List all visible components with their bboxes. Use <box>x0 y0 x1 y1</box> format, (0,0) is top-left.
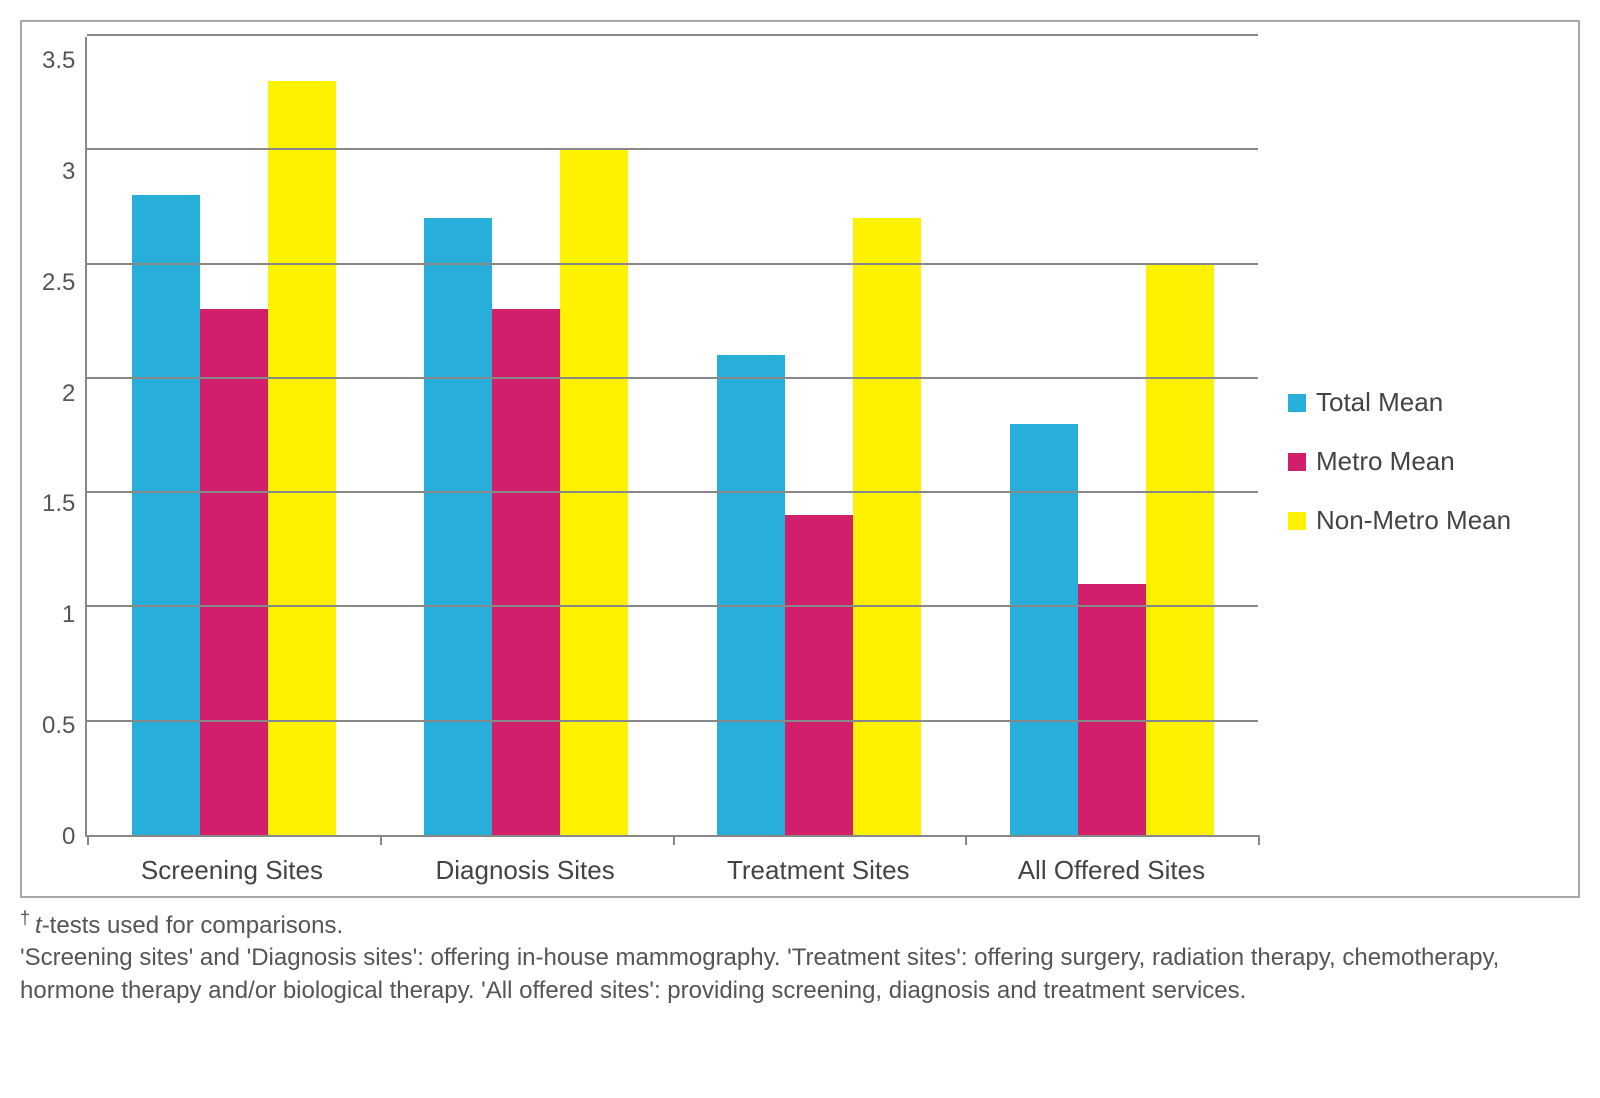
gridline <box>87 34 1258 36</box>
y-tick-label: 0 <box>62 825 75 849</box>
bar-group <box>965 37 1258 835</box>
legend-item: Total Mean <box>1288 387 1558 418</box>
legend: Total Mean Metro Mean Non-Metro Mean <box>1258 37 1558 886</box>
legend-label: Metro Mean <box>1316 446 1455 477</box>
legend-item: Non-Metro Mean <box>1288 505 1558 536</box>
legend-label: Total Mean <box>1316 387 1443 418</box>
gridline <box>87 377 1258 379</box>
plot-and-x: Screening SitesDiagnosis SitesTreatment … <box>85 37 1258 886</box>
y-tick-label: 1 <box>62 603 75 627</box>
gridline <box>87 263 1258 265</box>
bar <box>132 195 200 835</box>
gridline <box>87 148 1258 150</box>
x-axis-label: Diagnosis Sites <box>379 855 672 886</box>
bar <box>785 515 853 835</box>
dagger-symbol: † <box>20 908 35 928</box>
bar-groups <box>87 37 1258 835</box>
legend-swatch <box>1288 394 1306 412</box>
x-tick <box>673 835 675 845</box>
x-tick <box>380 835 382 845</box>
footnote-italic-t: t <box>35 912 42 939</box>
bar <box>1146 264 1214 835</box>
bar <box>1078 584 1146 835</box>
y-tick-label: 3 <box>62 160 75 184</box>
footnote-line-2: 'Screening sites' and 'Diagnosis sites':… <box>20 942 1580 1007</box>
gridline <box>87 605 1258 607</box>
bar <box>268 81 336 835</box>
bar-group <box>673 37 966 835</box>
bar <box>1010 424 1078 835</box>
x-axis-labels: Screening SitesDiagnosis SitesTreatment … <box>85 855 1258 886</box>
footnote-line1-rest: -tests used for comparisons. <box>42 912 343 939</box>
legend-label: Non-Metro Mean <box>1316 505 1511 536</box>
x-tick <box>1258 835 1260 845</box>
footnote: † t-tests used for comparisons. 'Screeni… <box>20 906 1580 1007</box>
gridline <box>87 720 1258 722</box>
chart-border: 3.5 3 2.5 2 1.5 1 0.5 0 Screening SitesDiagnosi… <box>20 20 1580 898</box>
bar <box>424 218 492 835</box>
y-tick-label: 3.5 <box>42 49 75 73</box>
legend-swatch <box>1288 453 1306 471</box>
x-tick <box>965 835 967 845</box>
y-tick-label: 2 <box>62 382 75 406</box>
y-tick-label: 2.5 <box>42 271 75 295</box>
x-axis-label: Treatment Sites <box>672 855 965 886</box>
bar <box>492 309 560 835</box>
footnote-line-1: † t-tests used for comparisons. <box>20 906 1580 942</box>
x-tick <box>87 835 89 845</box>
chart-body: 3.5 3 2.5 2 1.5 1 0.5 0 Screening SitesDiagnosi… <box>42 37 1558 886</box>
bar-group <box>87 37 380 835</box>
x-axis-label: Screening Sites <box>85 855 378 886</box>
x-axis-label: All Offered Sites <box>965 855 1258 886</box>
bar <box>717 355 785 835</box>
plot-area <box>85 37 1258 837</box>
legend-swatch <box>1288 512 1306 530</box>
bar <box>200 309 268 835</box>
gridline <box>87 491 1258 493</box>
bar-group <box>380 37 673 835</box>
figure: 3.5 3 2.5 2 1.5 1 0.5 0 Screening SitesDiagnosi… <box>20 20 1580 1007</box>
y-tick-label: 1.5 <box>42 492 75 516</box>
y-axis: 3.532.521.510.50 <box>42 37 85 837</box>
y-tick-label: 0.5 <box>42 714 75 738</box>
bar <box>853 218 921 835</box>
legend-item: Metro Mean <box>1288 446 1558 477</box>
